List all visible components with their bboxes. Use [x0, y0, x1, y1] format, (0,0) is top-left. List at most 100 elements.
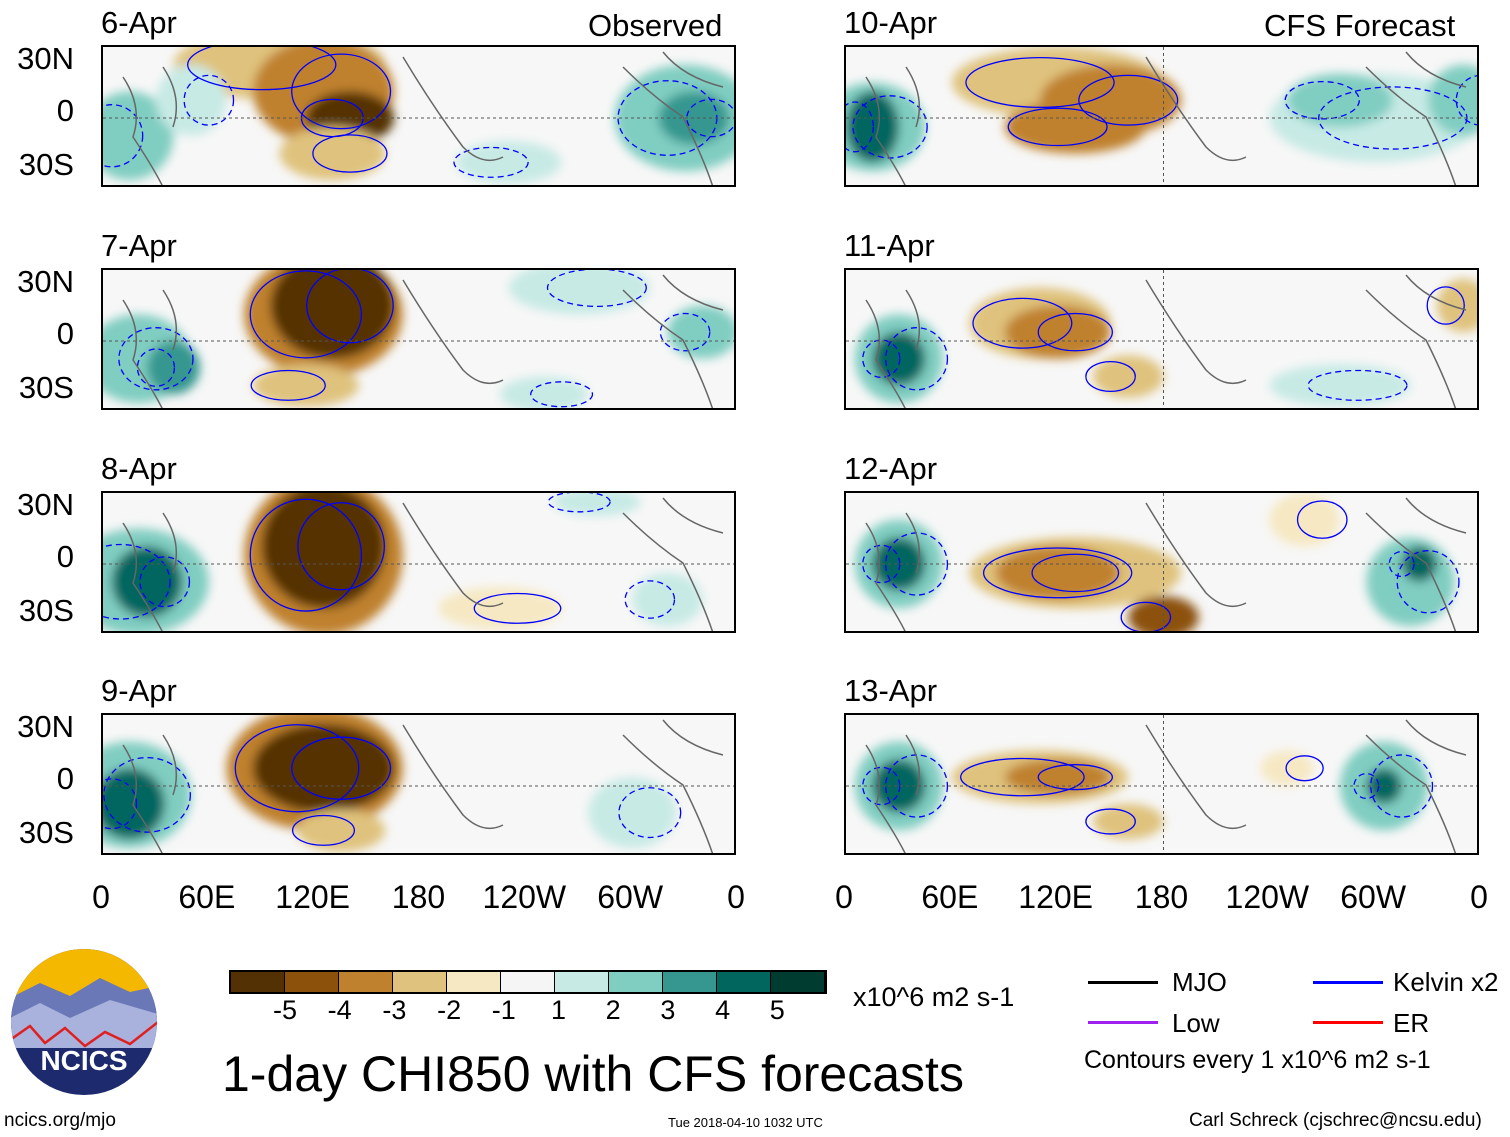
panel-date: 12-Apr	[844, 451, 938, 486]
colorbar-tick-label: -4	[327, 995, 352, 1025]
kelvin-contour	[686, 98, 734, 138]
x-tick-label: 0	[92, 879, 110, 915]
kelvin-contour	[1007, 107, 1108, 147]
kelvin-contour	[1396, 550, 1460, 614]
kelvin-contour	[862, 339, 901, 379]
anomaly-region	[111, 546, 183, 618]
colorbar	[229, 970, 827, 994]
colorbar-tick-label: 5	[769, 995, 785, 1025]
colorbar-tick-label: -3	[382, 995, 407, 1025]
y-tick-label: 30S	[18, 147, 74, 182]
colorbar-tick-label: -5	[272, 995, 298, 1025]
kelvin-contour	[234, 724, 360, 813]
kelvin-contour	[103, 543, 171, 620]
legend-label-mjo: MJO	[1172, 967, 1227, 997]
anomaly-region	[297, 809, 386, 852]
anomaly-region	[1401, 546, 1437, 582]
legend-label-kelvin: Kelvin x2	[1393, 967, 1499, 997]
anomaly-region	[1260, 750, 1314, 786]
kelvin-contour	[862, 766, 901, 806]
colorbar-swatch	[555, 972, 609, 992]
colorbar-tick-label: 2	[605, 995, 621, 1025]
panel-date: 10-Apr	[844, 5, 938, 40]
x-tick-label: 120E	[1018, 879, 1094, 915]
x-tick-label: 120W	[1225, 879, 1310, 915]
coastlines	[122, 719, 724, 853]
y-tick-label: 30N	[17, 41, 74, 76]
anomaly-region	[667, 305, 734, 359]
y-tick-label: 30S	[18, 815, 74, 850]
colorbar-swatch	[339, 972, 393, 992]
kelvin-contour	[885, 327, 949, 391]
panel-date: 6-Apr	[101, 5, 177, 40]
y-tick-label: 0	[56, 93, 74, 128]
map-panel	[101, 713, 736, 855]
anomaly-region	[279, 126, 386, 181]
kelvin-contour	[1120, 601, 1172, 631]
anomaly-region	[1004, 100, 1146, 154]
colorbar-units: x10^6 m2 s-1	[853, 982, 1015, 1012]
y-tick-label: 30S	[18, 370, 74, 405]
kelvin-contour	[1284, 80, 1360, 120]
kelvin-contour	[312, 134, 388, 173]
y-tick-label: 30N	[17, 487, 74, 522]
kelvin-contour	[249, 270, 363, 359]
colorbar-tick-label: 1	[550, 995, 567, 1025]
y-tick-label: 30N	[17, 709, 74, 744]
anomaly-region	[1269, 493, 1340, 547]
footer-url[interactable]: ncics.org/mjo	[4, 1110, 116, 1131]
kelvin-contour	[291, 53, 392, 130]
colorbar-swatch	[609, 972, 663, 992]
kelvin-contour	[183, 74, 235, 126]
anomaly-region	[155, 64, 227, 136]
kelvin-contour	[1085, 360, 1136, 393]
kelvin-contour	[1370, 754, 1434, 818]
anomaly-region	[261, 493, 386, 609]
legend-line-kelvin	[1313, 981, 1383, 984]
kelvin-contour	[1037, 312, 1113, 352]
kelvin-contour	[1031, 553, 1120, 593]
colorbar-tick-label: -2	[437, 995, 462, 1025]
colorbar-swatch	[501, 972, 555, 992]
legend-line-low	[1088, 1021, 1158, 1024]
coastlines	[122, 51, 724, 185]
kelvin-contour	[103, 778, 138, 830]
anomaly-region	[1004, 305, 1111, 359]
kelvin-contour	[473, 592, 562, 624]
colorbar-swatch	[447, 972, 501, 992]
kelvin-contour	[291, 736, 392, 800]
coastlines	[865, 719, 1467, 853]
kelvin-contour	[1037, 764, 1113, 791]
colorbar-swatch	[231, 972, 285, 992]
footer-timestamp: Tue 2018-04-10 1032 UTC	[668, 1115, 823, 1130]
anomaly-region	[872, 759, 926, 813]
footer-author: Carl Schreck (cjschrec@ncsu.edu)	[1189, 1110, 1482, 1131]
figure-title: 1-day CHI850 with CFS forecasts	[222, 1046, 964, 1102]
coastlines	[865, 51, 1467, 185]
anomaly-region	[872, 332, 926, 386]
map-panel	[844, 491, 1479, 633]
anomaly-region	[508, 270, 650, 315]
panel-date: 9-Apr	[101, 673, 177, 708]
anomaly-region	[438, 587, 562, 630]
x-tick-label: 180	[1134, 879, 1189, 915]
kelvin-contour	[291, 814, 356, 846]
contour-note: Contours every 1 x10^6 m2 s-1	[1084, 1046, 1431, 1074]
x-tick-label: 0	[835, 879, 853, 915]
anomaly-region	[103, 91, 174, 181]
kelvin-contour	[862, 544, 901, 584]
x-tick-label: 120W	[482, 879, 567, 915]
x-tick-label: 120E	[275, 879, 351, 915]
kelvin-contour	[530, 381, 594, 408]
kelvin-contour	[618, 787, 682, 839]
kelvin-contour	[965, 56, 1115, 109]
colorbar-tick-label: 4	[715, 995, 731, 1025]
logo-text: NCICS	[40, 1045, 127, 1076]
kelvin-contour	[250, 369, 326, 401]
coastlines	[865, 274, 1467, 408]
anomaly-region	[1092, 355, 1164, 398]
y-tick-label: 30N	[17, 264, 74, 299]
anomaly-region	[632, 572, 703, 627]
kelvin-contour	[960, 757, 1085, 797]
colorbar-swatch	[393, 972, 447, 992]
